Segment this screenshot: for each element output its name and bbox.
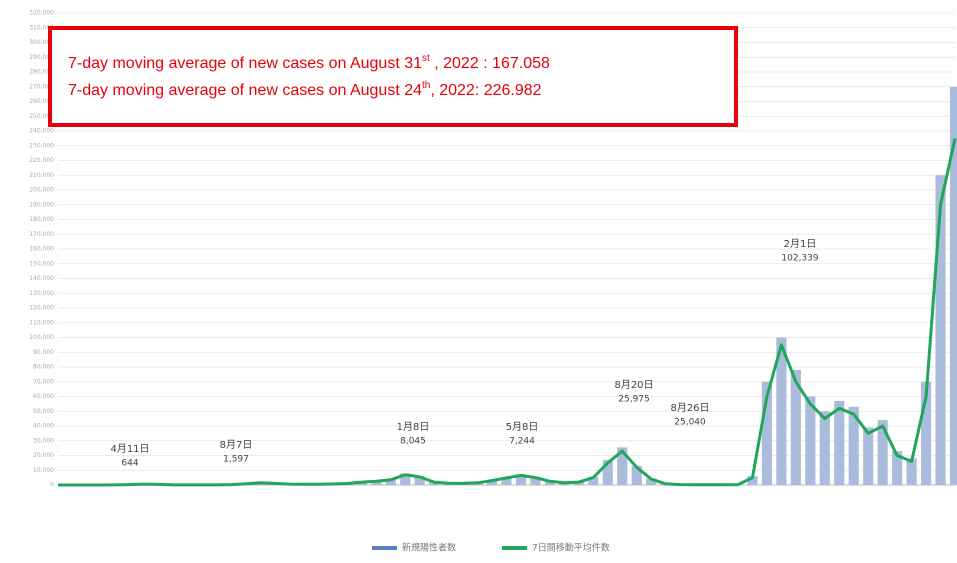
bar: [949, 86, 957, 485]
info-text: 7-day moving average of new cases on Aug…: [68, 82, 422, 99]
y-tick-label: 40,000: [33, 423, 54, 430]
bar: [602, 459, 613, 485]
annotation-date: 5月8日: [506, 421, 539, 433]
bar: [631, 465, 642, 485]
bar: [776, 337, 787, 485]
y-tick-label: 50,000: [33, 408, 54, 415]
y-tick-label: 280,000: [29, 69, 54, 76]
moving-average-line: [58, 138, 957, 487]
bar: [501, 477, 512, 485]
bar: [646, 478, 657, 485]
bar: [588, 476, 599, 485]
y-tick-label: 110,000: [29, 319, 54, 326]
info-text: , 2022: 226.982: [430, 82, 541, 99]
annotation-value: 7,244: [509, 437, 535, 447]
y-tick-label: 320,000: [29, 10, 54, 17]
y-tick-label: 170,000: [29, 231, 54, 238]
bar: [819, 411, 830, 485]
bar: [371, 480, 382, 485]
info-text: , 2022 : 167.058: [430, 55, 550, 72]
y-tick-label: 0: [50, 482, 54, 489]
bar: [863, 427, 874, 485]
bar: [515, 474, 527, 485]
bar: [530, 476, 541, 485]
y-tick-label: 90,000: [33, 349, 54, 356]
y-tick-label: 290,000: [29, 54, 54, 61]
bar: [747, 476, 758, 485]
legend-label: 7日間移動平均件数: [532, 542, 610, 554]
info-sup: st: [422, 53, 430, 64]
annotation-date: 4月11日: [110, 443, 149, 455]
info-line: 7-day moving average of new cases on Aug…: [68, 53, 550, 73]
y-tick-label: 220,000: [29, 157, 54, 164]
info-text: 7-day moving average of new cases on Aug…: [68, 55, 422, 72]
annotation-value: 1,597: [223, 455, 249, 465]
y-tick-label: 120,000: [29, 305, 54, 312]
annotation-value: 102,339: [781, 254, 818, 264]
bar: [892, 451, 903, 485]
y-tick-label: 180,000: [29, 216, 54, 223]
bar: [935, 175, 946, 485]
bar: [385, 479, 396, 485]
y-tick-label: 30,000: [33, 437, 54, 444]
y-tick-label: 20,000: [33, 452, 54, 459]
y-tick-label: 70,000: [33, 378, 54, 385]
bar: [877, 420, 888, 485]
y-tick-label: 260,000: [29, 98, 54, 105]
y-tick-label: 270,000: [29, 83, 54, 90]
y-tick-label: 130,000: [29, 290, 54, 297]
y-tick-label: 160,000: [29, 246, 54, 253]
y-tick-label: 140,000: [29, 275, 54, 282]
y-tick-label: 190,000: [29, 201, 54, 208]
y-tick-label: 310,000: [29, 24, 54, 31]
info-sup: th: [422, 80, 430, 91]
y-tick-label: 60,000: [33, 393, 54, 400]
y-tick-label: 210,000: [29, 172, 54, 179]
bar: [848, 406, 859, 485]
annotation-value: 25,040: [674, 418, 706, 428]
annotation-date: 1月8日: [397, 421, 430, 433]
legend-label: 新規陽性者数: [402, 542, 456, 554]
annotation-value: 8,045: [400, 437, 426, 447]
bar: [617, 447, 628, 485]
bar: [544, 480, 555, 485]
y-tick-label: 240,000: [29, 128, 54, 135]
y-tick-label: 300,000: [29, 39, 54, 46]
info-box: [48, 26, 738, 127]
y-tick-label: 230,000: [29, 142, 54, 149]
annotation-value: 644: [121, 459, 138, 469]
bar: [805, 396, 816, 485]
bar: [400, 473, 411, 485]
y-tick-label: 150,000: [29, 260, 54, 267]
y-tick-label: 80,000: [33, 364, 54, 371]
bar: [834, 400, 845, 485]
info-line: 7-day moving average of new cases on Aug…: [68, 80, 542, 100]
annotation-date: 8月20日: [614, 379, 653, 391]
y-tick-label: 10,000: [33, 467, 54, 474]
annotation-date: 2月1日: [784, 238, 817, 250]
annotation-date: 8月26日: [670, 402, 709, 414]
annotation-date: 8月7日: [220, 439, 253, 451]
annotation-value: 25,975: [618, 395, 650, 405]
bar: [906, 458, 917, 485]
y-tick-label: 100,000: [29, 334, 54, 341]
bar: [486, 480, 498, 485]
bar: [761, 381, 772, 485]
bar: [921, 381, 932, 485]
bar: [414, 476, 425, 485]
bar: [790, 369, 801, 485]
y-tick-label: 200,000: [29, 187, 54, 194]
y-tick-label: 250,000: [29, 113, 54, 120]
